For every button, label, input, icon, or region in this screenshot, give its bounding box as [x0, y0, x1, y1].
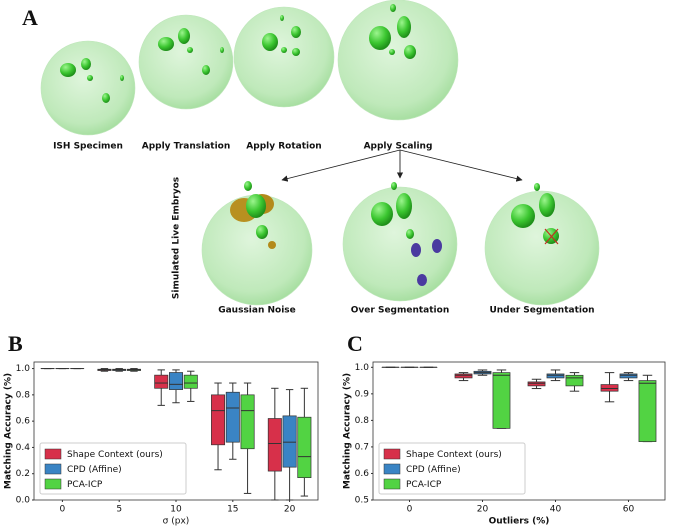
box [240, 382, 255, 494]
y-tick-label: 0.8 [355, 416, 370, 426]
panel-label: B [8, 331, 23, 356]
x-tick-label: 10 [170, 505, 182, 515]
legend-label: PCA-ICP [67, 480, 103, 490]
x-tick-label: 15 [227, 505, 238, 515]
stage-label: Apply Rotation [246, 142, 321, 152]
box [169, 369, 183, 404]
y-tick-label: 0.0 [16, 496, 31, 506]
outcome-label: Over Segmentation [351, 306, 449, 316]
legend: Shape Context (ours) CPD (Affine) PCA-ICP [378, 442, 526, 495]
stage-label: Apply Translation [142, 142, 231, 152]
sphere-group [40, 0, 600, 306]
box-body [297, 416, 312, 479]
legend-label: Shape Context (ours) [67, 450, 163, 460]
arrow [399, 149, 523, 182]
box [473, 369, 492, 376]
box [126, 368, 141, 372]
y-tick-label: 0.6 [355, 469, 370, 479]
side-label: Simulated Live Embryos [172, 177, 182, 299]
box-body [169, 372, 183, 390]
y-tick-label: 0.2 [16, 469, 30, 479]
y-tick-label: 1.0 [16, 364, 31, 374]
panel-label: A [22, 5, 38, 30]
box-body [546, 373, 565, 379]
box-body [638, 380, 657, 442]
box [527, 378, 546, 390]
box-body [492, 372, 511, 429]
x-tick-label: 60 [623, 505, 635, 515]
box [619, 372, 638, 382]
panel-label: C [347, 331, 363, 356]
legend-swatch [383, 448, 401, 460]
box [546, 369, 565, 382]
box [267, 387, 282, 501]
stage-label: ISH Specimen [53, 142, 123, 152]
box [154, 369, 169, 406]
box-body [454, 373, 473, 379]
stage-label: Apply Scaling [364, 142, 433, 152]
box [297, 387, 312, 497]
legend-swatch [383, 478, 401, 490]
box-body [183, 374, 198, 389]
box-body [282, 415, 297, 468]
box [565, 372, 584, 392]
legend-label: CPD (Affine) [67, 465, 122, 475]
box-body [565, 374, 584, 387]
y-tick-label: 0.5 [355, 496, 369, 506]
y-axis-label: Matching Accuracy (%) [4, 373, 14, 489]
box-body [527, 381, 546, 387]
legend-swatch [44, 463, 62, 475]
legend-box [39, 442, 187, 495]
y-tick-label: 0.7 [355, 442, 369, 452]
x-tick-label: 5 [116, 505, 122, 515]
box-body [240, 394, 255, 450]
legend-swatch [383, 463, 401, 475]
arrow [281, 149, 401, 182]
box [492, 369, 511, 429]
legend: Shape Context (ours) CPD (Affine) PCA-ICP [39, 442, 187, 495]
legend-label: CPD (Affine) [406, 465, 461, 475]
box-body [600, 384, 619, 392]
box [600, 372, 619, 403]
box [638, 374, 657, 443]
box [112, 368, 127, 372]
x-tick-label: 40 [550, 505, 562, 515]
x-tick-label: 20 [284, 505, 296, 515]
legend-swatch [44, 448, 62, 460]
box [225, 382, 240, 460]
legend-label: Shape Context (ours) [406, 450, 502, 460]
y-tick-label: 0.6 [16, 417, 31, 427]
y-tick-label: 0.9 [355, 389, 370, 399]
y-tick-label: 1.0 [355, 363, 370, 373]
legend-swatch [44, 478, 62, 490]
box-body [619, 373, 638, 379]
y-axis-label: Matching Accuracy (%) [343, 373, 353, 489]
box-body [154, 374, 169, 389]
y-tick-label: 0.4 [16, 443, 31, 453]
outcome-label: Gaussian Noise [218, 306, 296, 316]
x-axis-label: σ (px) [163, 517, 190, 527]
legend-label: PCA-ICP [406, 480, 442, 490]
outcome-label: Under Segmentation [489, 306, 594, 316]
x-tick-label: 0 [60, 505, 66, 515]
legend-box [378, 442, 526, 495]
box [282, 389, 297, 501]
box-body [225, 391, 240, 443]
y-tick-label: 0.8 [16, 390, 31, 400]
x-tick-label: 20 [477, 505, 489, 515]
panel-a: A [22, 0, 600, 316]
box [183, 370, 198, 402]
box [211, 382, 226, 471]
x-axis-label: Outliers (%) [489, 517, 550, 527]
box-body [267, 418, 282, 472]
box [454, 372, 473, 382]
box-body [211, 394, 226, 446]
x-tick-label: 0 [407, 505, 413, 515]
box [97, 368, 112, 372]
